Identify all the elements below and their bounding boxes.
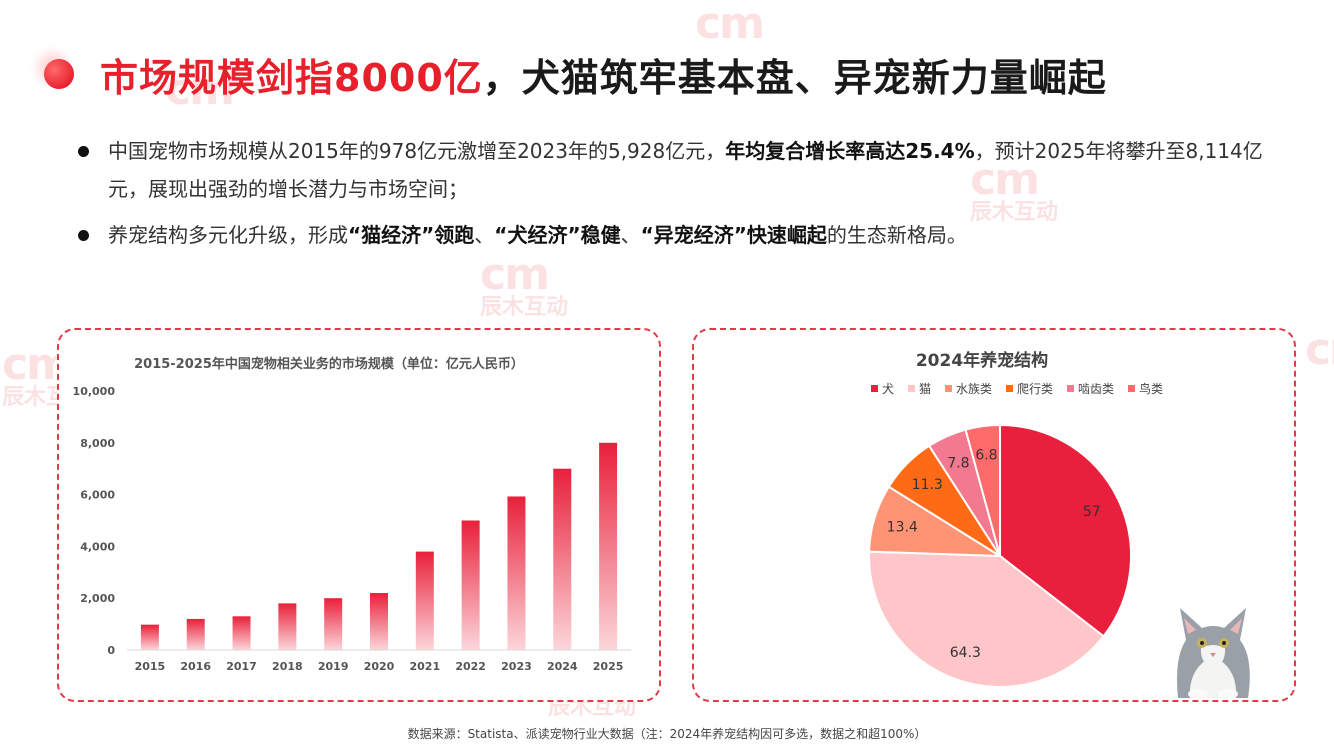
bullet-text: 、 bbox=[474, 223, 495, 247]
bar-chart-title: 2015-2025年中国宠物相关业务的市场规模（单位：亿元人民币） bbox=[134, 356, 524, 372]
x-tick-label: 2023 bbox=[501, 660, 532, 673]
page-title-row: 市场规模剑指8000亿，犬猫筑牢基本盘、异宠新力量崛起 bbox=[44, 44, 1107, 104]
bullet-text: 养宠结构多元化升级，形成 bbox=[108, 223, 348, 247]
watermark-logo: cm bbox=[480, 249, 550, 300]
bullet-text: 的生态新格局。 bbox=[826, 223, 967, 247]
bar-2017 bbox=[232, 616, 251, 650]
x-tick-label: 2015 bbox=[135, 660, 166, 673]
bar-2024 bbox=[553, 468, 572, 650]
x-tick-label: 2016 bbox=[180, 660, 211, 673]
pie-chart: 2024年养宠结构 犬 猫 水族类 爬行类 啮齿类 鸟类 57 64.3 13.4 11.37.… bbox=[868, 350, 1163, 688]
watermark-logo: cm bbox=[695, 0, 765, 49]
bar-chart: 2015-2025年中国宠物相关业务的市场规模（单位：亿元人民币） 0 2,000… bbox=[73, 356, 631, 673]
legend-swatch bbox=[945, 385, 952, 392]
x-tick-label: 2022 bbox=[455, 660, 486, 673]
pie-data-label: 64.3 bbox=[950, 645, 981, 661]
bar-2022 bbox=[461, 520, 480, 650]
y-tick-label: 4,000 bbox=[80, 540, 115, 553]
bar-2025 bbox=[599, 442, 618, 650]
title-dot-icon bbox=[44, 59, 74, 89]
y-tick-label: 8,000 bbox=[80, 437, 115, 450]
watermark-text: 辰木互动 bbox=[480, 295, 569, 320]
bar-2023 bbox=[507, 496, 526, 650]
watermark: cm bbox=[1305, 324, 1334, 375]
bar-2021 bbox=[415, 551, 434, 650]
legend-label: 猫 bbox=[919, 382, 931, 396]
bullet-market-size: 中国宠物市场规模从2015年的978亿元激增至2023年的5,928亿元，年均复… bbox=[78, 132, 1278, 208]
x-tick-label: 2018 bbox=[272, 660, 303, 673]
pie-data-label: 13.4 bbox=[887, 519, 918, 535]
bullet-text: 、 bbox=[620, 223, 641, 247]
x-tick-label: 2017 bbox=[226, 660, 257, 673]
legend-swatch bbox=[1006, 385, 1013, 392]
watermark-logo: cm bbox=[1305, 324, 1334, 375]
x-tick-label: 2019 bbox=[318, 660, 349, 673]
bullet-text: 中国宠物市场规模从2015年的978亿元激增至2023年的5,928亿元， bbox=[108, 139, 726, 163]
bullet-bold: “犬经济”稳健 bbox=[494, 223, 621, 247]
legend-label: 水族类 bbox=[956, 382, 992, 396]
pie-data-label: 6.8 bbox=[975, 448, 997, 464]
bullet-structure: 养宠结构多元化升级，形成“猫经济”领跑、“犬经济”稳健、“异宠经济”快速崛起的生… bbox=[78, 216, 1278, 254]
bullet-bold: “猫经济”领跑 bbox=[348, 223, 475, 247]
legend-swatch bbox=[1067, 385, 1074, 392]
pie-slice-鸟类 bbox=[964, 423, 1001, 557]
pie-data-label: 57 bbox=[1083, 504, 1101, 520]
legend-label: 鸟类 bbox=[1139, 381, 1163, 396]
x-tick-label: 2024 bbox=[547, 660, 578, 673]
bar-2019 bbox=[324, 598, 343, 650]
y-tick-label: 2,000 bbox=[80, 592, 115, 605]
page-title-rest: ，犬猫筑牢基本盘、异宠新力量崛起 bbox=[482, 55, 1107, 100]
bar-chart-panel: 2015-2025年中国宠物相关业务的市场规模（单位：亿元人民币） 0 2,000… bbox=[57, 328, 661, 702]
page-title-highlight: 市场规模剑指8000亿 bbox=[100, 55, 483, 100]
pie-slice-猫 bbox=[868, 550, 1105, 688]
bar-2016 bbox=[186, 618, 205, 650]
y-tick-label: 10,000 bbox=[73, 385, 116, 398]
legend-label: 犬 bbox=[882, 382, 894, 396]
pie-data-label: 11.3 bbox=[912, 477, 943, 493]
pie-chart-panel: 2024年养宠结构 犬 猫 水族类 爬行类 啮齿类 鸟类 57 64.3 13.4 11.3 7.… bbox=[692, 328, 1296, 702]
bullet-text: ，预计2025年将攀升至8,114亿元，展现出强劲的增长潜力与市场空间； bbox=[108, 139, 1263, 201]
bar-2020 bbox=[370, 593, 388, 650]
bar-2015 bbox=[140, 624, 159, 650]
pie-chart-title: 2024年养宠结构 bbox=[916, 350, 1048, 371]
cat-icon bbox=[1177, 608, 1250, 698]
bullet-bold: 年均复合增长率高达25.4% bbox=[725, 139, 975, 163]
page-title: 市场规模剑指8000亿，犬猫筑牢基本盘、异宠新力量崛起 bbox=[100, 47, 1107, 102]
y-tick-label: 0 bbox=[107, 644, 115, 657]
pie-data-label: 7.8 bbox=[947, 456, 969, 472]
bullet-bold: “异宠经济”快速崛起 bbox=[640, 223, 827, 247]
footnote-source: 数据来源：Statista、派读宠物行业大数据（注：2024年养宠结构因可多选，… bbox=[407, 727, 927, 741]
legend-swatch bbox=[908, 385, 915, 392]
x-tick-label: 2020 bbox=[364, 660, 395, 673]
y-tick-label: 6,000 bbox=[80, 489, 115, 502]
legend-label: 爬行类 bbox=[1017, 382, 1053, 396]
legend-swatch bbox=[871, 385, 878, 392]
pie-slice-犬 bbox=[999, 423, 1132, 638]
legend-label: 啮齿类 bbox=[1078, 382, 1114, 396]
x-tick-label: 2025 bbox=[593, 660, 624, 673]
bar-2018 bbox=[278, 603, 297, 650]
watermark: cm bbox=[695, 0, 765, 49]
legend-swatch bbox=[1128, 385, 1135, 392]
summary-bullets: 中国宠物市场规模从2015年的978亿元激增至2023年的5,928亿元，年均复… bbox=[78, 132, 1278, 254]
x-tick-label: 2021 bbox=[410, 660, 441, 673]
